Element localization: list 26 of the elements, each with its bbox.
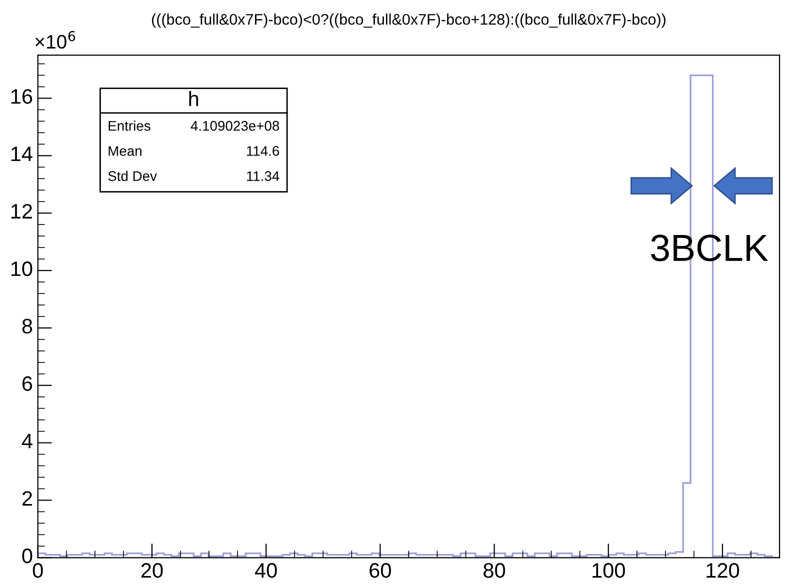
y-tick-label: 2 <box>22 491 32 506</box>
annotation: h <box>189 90 198 106</box>
annotation: Std Dev <box>108 170 157 182</box>
chart-title: (((bco_full&0x7F)-bco)<0?((bco_full&0x7F)-bco+128):((bco_full&0x7F)-bco)) <box>152 14 666 28</box>
x-tick-label: 40 <box>254 563 277 578</box>
x-tick-label: 120 <box>706 563 740 578</box>
annotation: 3BCLK <box>651 234 768 262</box>
text: ×10$^{6}$ <box>36 30 76 49</box>
x-tick-label: 0 <box>32 563 43 578</box>
x-tick-label: 60 <box>370 563 391 578</box>
y-tick-label: 8 <box>22 318 32 334</box>
x-tick-label: 100 <box>592 563 625 578</box>
annotation: 114.6 <box>246 146 280 156</box>
y-tick-label: 4 <box>22 434 32 448</box>
y-tick-label: 0 <box>22 548 32 564</box>
y-tick-label: 14 <box>11 146 32 162</box>
annotation: 4.109023e+08 <box>190 120 280 131</box>
x-tick-label: 20 <box>141 563 163 578</box>
y-tick-label: 12 <box>11 204 32 218</box>
y-tick-label: 10 <box>11 261 32 276</box>
y-tick-label: 16 <box>11 89 32 104</box>
annotation: Entries <box>108 120 150 131</box>
annotation: 11.34 <box>246 171 280 182</box>
y-tick-label: 6 <box>22 376 32 391</box>
x-tick-label: 80 <box>484 563 506 578</box>
annotation: Mean <box>108 146 142 156</box>
